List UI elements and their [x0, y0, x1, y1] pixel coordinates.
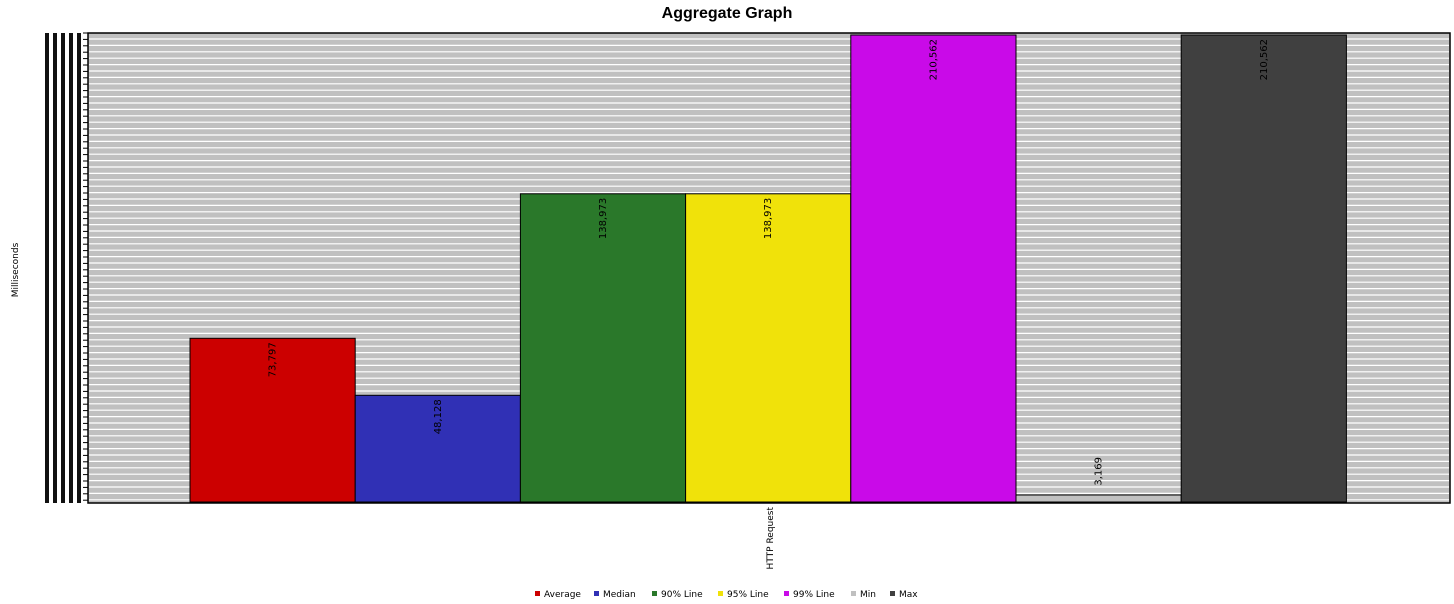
legend-label: 95% Line — [727, 590, 769, 600]
y-tick-label-cluster — [77, 33, 81, 503]
legend-label: Average — [544, 590, 581, 600]
bar — [1015, 494, 1182, 503]
bar-value-label: 3,169 — [1094, 457, 1105, 486]
legend-label: Median — [603, 590, 636, 600]
bar — [189, 337, 356, 503]
bar-value-label: 210,562 — [928, 39, 939, 80]
x-category-label: HTTP Request — [766, 507, 776, 570]
y-axis — [45, 32, 88, 503]
y-tick-label-cluster — [69, 33, 73, 503]
bar-value-label: 48,128 — [433, 399, 444, 434]
plot-border — [87, 32, 1451, 504]
legend-label: 99% Line — [793, 590, 835, 600]
legend-swatch — [594, 591, 599, 596]
bar — [850, 34, 1017, 503]
legend-swatch — [535, 591, 540, 596]
legend-label: Max — [899, 590, 918, 600]
bar — [519, 193, 687, 503]
y-tick-label-cluster — [61, 33, 65, 503]
bars: 73,797 48,128 138,973 138,973 210,562 3,169 21… — [189, 34, 1347, 503]
legend-swatch — [718, 591, 723, 596]
chart-title: Aggregate Graph — [662, 5, 793, 22]
y-axis-label: Milliseconds — [11, 242, 21, 297]
legend-swatch — [851, 591, 856, 596]
bar — [1180, 34, 1347, 503]
legend: Average Median 90% Line 95% Line 99% Line Min… — [535, 590, 918, 600]
legend-label: Min — [860, 590, 876, 600]
legend-swatch — [890, 591, 895, 596]
bar — [354, 394, 521, 503]
y-tick-label-cluster — [53, 33, 57, 503]
bar-value-label: 73,797 — [268, 342, 279, 377]
legend-label: 90% Line — [661, 590, 703, 600]
bar — [685, 193, 852, 503]
bar-value-label: 210,562 — [1259, 39, 1270, 80]
y-tick-label-cluster — [45, 33, 49, 503]
bar-value-label: 138,973 — [598, 198, 609, 239]
legend-swatch — [784, 591, 789, 596]
bar-value-label: 138,973 — [763, 198, 774, 239]
legend-swatch — [652, 591, 657, 596]
